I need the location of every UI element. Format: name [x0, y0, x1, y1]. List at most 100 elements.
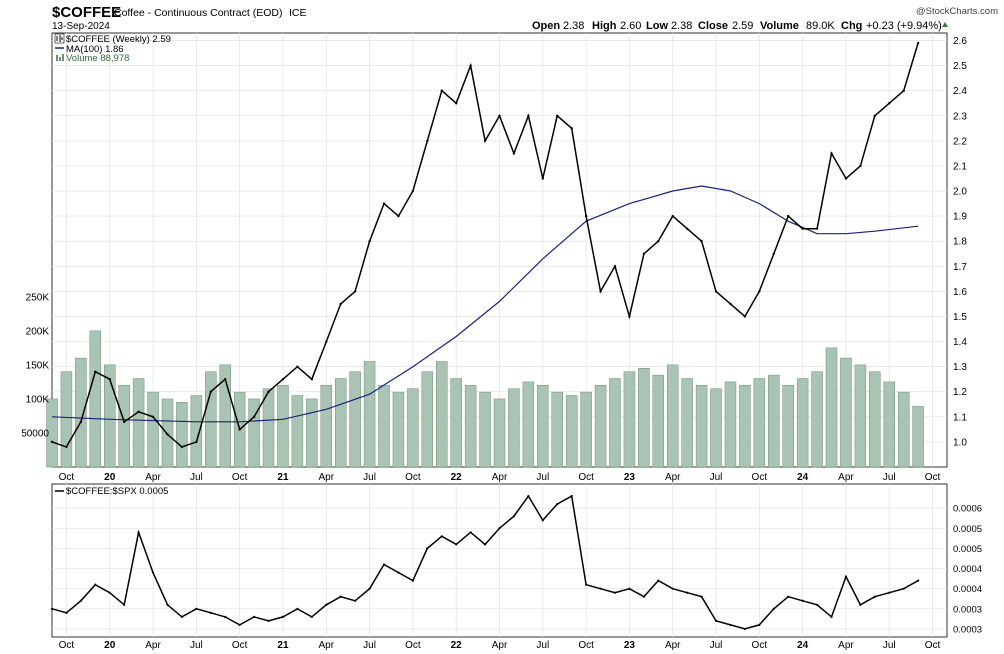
- ratio-point: [281, 615, 285, 618]
- price-x-tick-label: Jul: [883, 472, 896, 483]
- volume-bar: [796, 378, 809, 468]
- volume-bar: [493, 398, 506, 468]
- ratio-x-tick-label: Jul: [363, 640, 376, 651]
- price-point: [252, 415, 256, 419]
- price-point: [729, 302, 732, 306]
- price-point: [94, 370, 97, 373]
- price-point: [916, 41, 920, 45]
- ratio-x-tick-label: Apr: [838, 640, 854, 651]
- ratio-point: [743, 627, 747, 631]
- ratio-x-tick-label: Apr: [665, 640, 681, 651]
- price-legend-text: $COFFEE (Weekly) 2.59: [66, 34, 171, 45]
- price-y-tick-label: 2.0: [953, 187, 967, 198]
- volume-y-tick-label: 50000: [21, 428, 49, 439]
- ratio-y-tick-label: 0.0003: [953, 604, 982, 615]
- ratio-x-tick-label: Jul: [536, 640, 549, 651]
- price-point: [238, 428, 241, 431]
- ratio-x-tick-label: Oct: [925, 640, 941, 651]
- ratio-point: [411, 579, 414, 582]
- price-x-tick-label: Apr: [318, 472, 334, 483]
- volume-legend-icon: [56, 54, 64, 61]
- volume-bar: [753, 378, 766, 468]
- volume-bar: [450, 378, 462, 468]
- volume-bar: [897, 391, 910, 468]
- price-point: [368, 240, 371, 243]
- volume-y-tick-label: 100K: [26, 394, 50, 405]
- price-point: [541, 177, 545, 180]
- volume-y-tick-label: 150K: [26, 360, 50, 371]
- open-value: 2.38: [563, 20, 584, 32]
- price-point: [310, 377, 314, 381]
- ratio-point: [556, 503, 559, 506]
- volume-bar: [118, 385, 130, 468]
- price-point: [469, 64, 472, 67]
- price-point: [714, 290, 718, 293]
- ratio-point: [79, 599, 82, 602]
- ratio-point: [714, 619, 718, 622]
- ratio-point: [151, 571, 155, 574]
- ratio-x-tick-label: Jul: [883, 640, 896, 651]
- low-value: 2.38: [671, 20, 692, 32]
- volume-bar: [710, 388, 722, 468]
- ratio-point: [512, 515, 516, 518]
- ratio-point: [888, 591, 891, 594]
- volume-bar: [724, 381, 737, 468]
- price-point: [50, 440, 54, 444]
- volume-bar: [551, 391, 563, 468]
- volume-bar: [161, 398, 174, 468]
- price-legend: $COFFEE (Weekly) 2.59 MA(100) 1.86 Volum…: [54, 33, 171, 64]
- volume-bar: [190, 395, 203, 468]
- volume-legend-text: Volume 88,978: [66, 53, 129, 64]
- ratio-point: [902, 587, 905, 590]
- ratio-point: [180, 615, 184, 618]
- ratio-point: [772, 607, 775, 610]
- ratio-point: [642, 595, 645, 598]
- ratio-point: [657, 579, 660, 582]
- volume-bar: [421, 371, 434, 468]
- volume-bar: [306, 398, 318, 468]
- ratio-legend-text: $COFFEE:$SPX 0.0005: [66, 486, 168, 497]
- volume-bar: [46, 398, 58, 468]
- price-y-tick-label: 1.0: [953, 437, 967, 448]
- ratio-y-tick-label: 0.0004: [953, 564, 982, 575]
- price-x-tick-label: Oct: [925, 472, 941, 483]
- price-y-tick-label: 1.9: [953, 212, 967, 223]
- price-point: [426, 139, 429, 143]
- high-value: 2.60: [620, 20, 641, 32]
- volume-bar: [464, 385, 477, 468]
- price-point: [556, 114, 559, 117]
- volume-bar: [392, 391, 405, 468]
- volume-bar: [782, 385, 794, 468]
- volume-bar: [60, 371, 73, 468]
- ratio-point: [440, 535, 443, 538]
- ratio-point: [325, 603, 328, 606]
- ratio-point: [570, 494, 573, 498]
- ratio-y-tick-label: 0.0006: [953, 504, 982, 515]
- price-x-tick-label: Apr: [492, 472, 508, 483]
- ratio-x-tick-label: Oct: [752, 640, 768, 651]
- volume-bar: [479, 391, 491, 468]
- price-point: [224, 377, 227, 381]
- ratio-x-tick-label: 20: [104, 640, 116, 651]
- volume-bar: [652, 374, 665, 468]
- volume-bar: [262, 388, 275, 468]
- volume-bar: [681, 378, 693, 468]
- ratio-point: [397, 571, 400, 574]
- ratio-point: [527, 494, 530, 498]
- volume-bar: [638, 368, 650, 468]
- ratio-point: [252, 615, 256, 618]
- volume-bar: [248, 398, 260, 468]
- price-point: [281, 377, 285, 381]
- ratio-point: [483, 543, 487, 546]
- ratio-point: [700, 595, 703, 598]
- price-legend-icon: [54, 33, 65, 44]
- volume-bar: [75, 357, 87, 468]
- price-point: [657, 240, 660, 243]
- ratio-x-tick-label: Oct: [232, 640, 248, 651]
- price-x-tick-label: Oct: [578, 472, 594, 483]
- price-point: [454, 102, 458, 105]
- price-point: [65, 445, 68, 449]
- volume-y-tick-label: 200K: [26, 326, 50, 337]
- price-point: [512, 152, 516, 155]
